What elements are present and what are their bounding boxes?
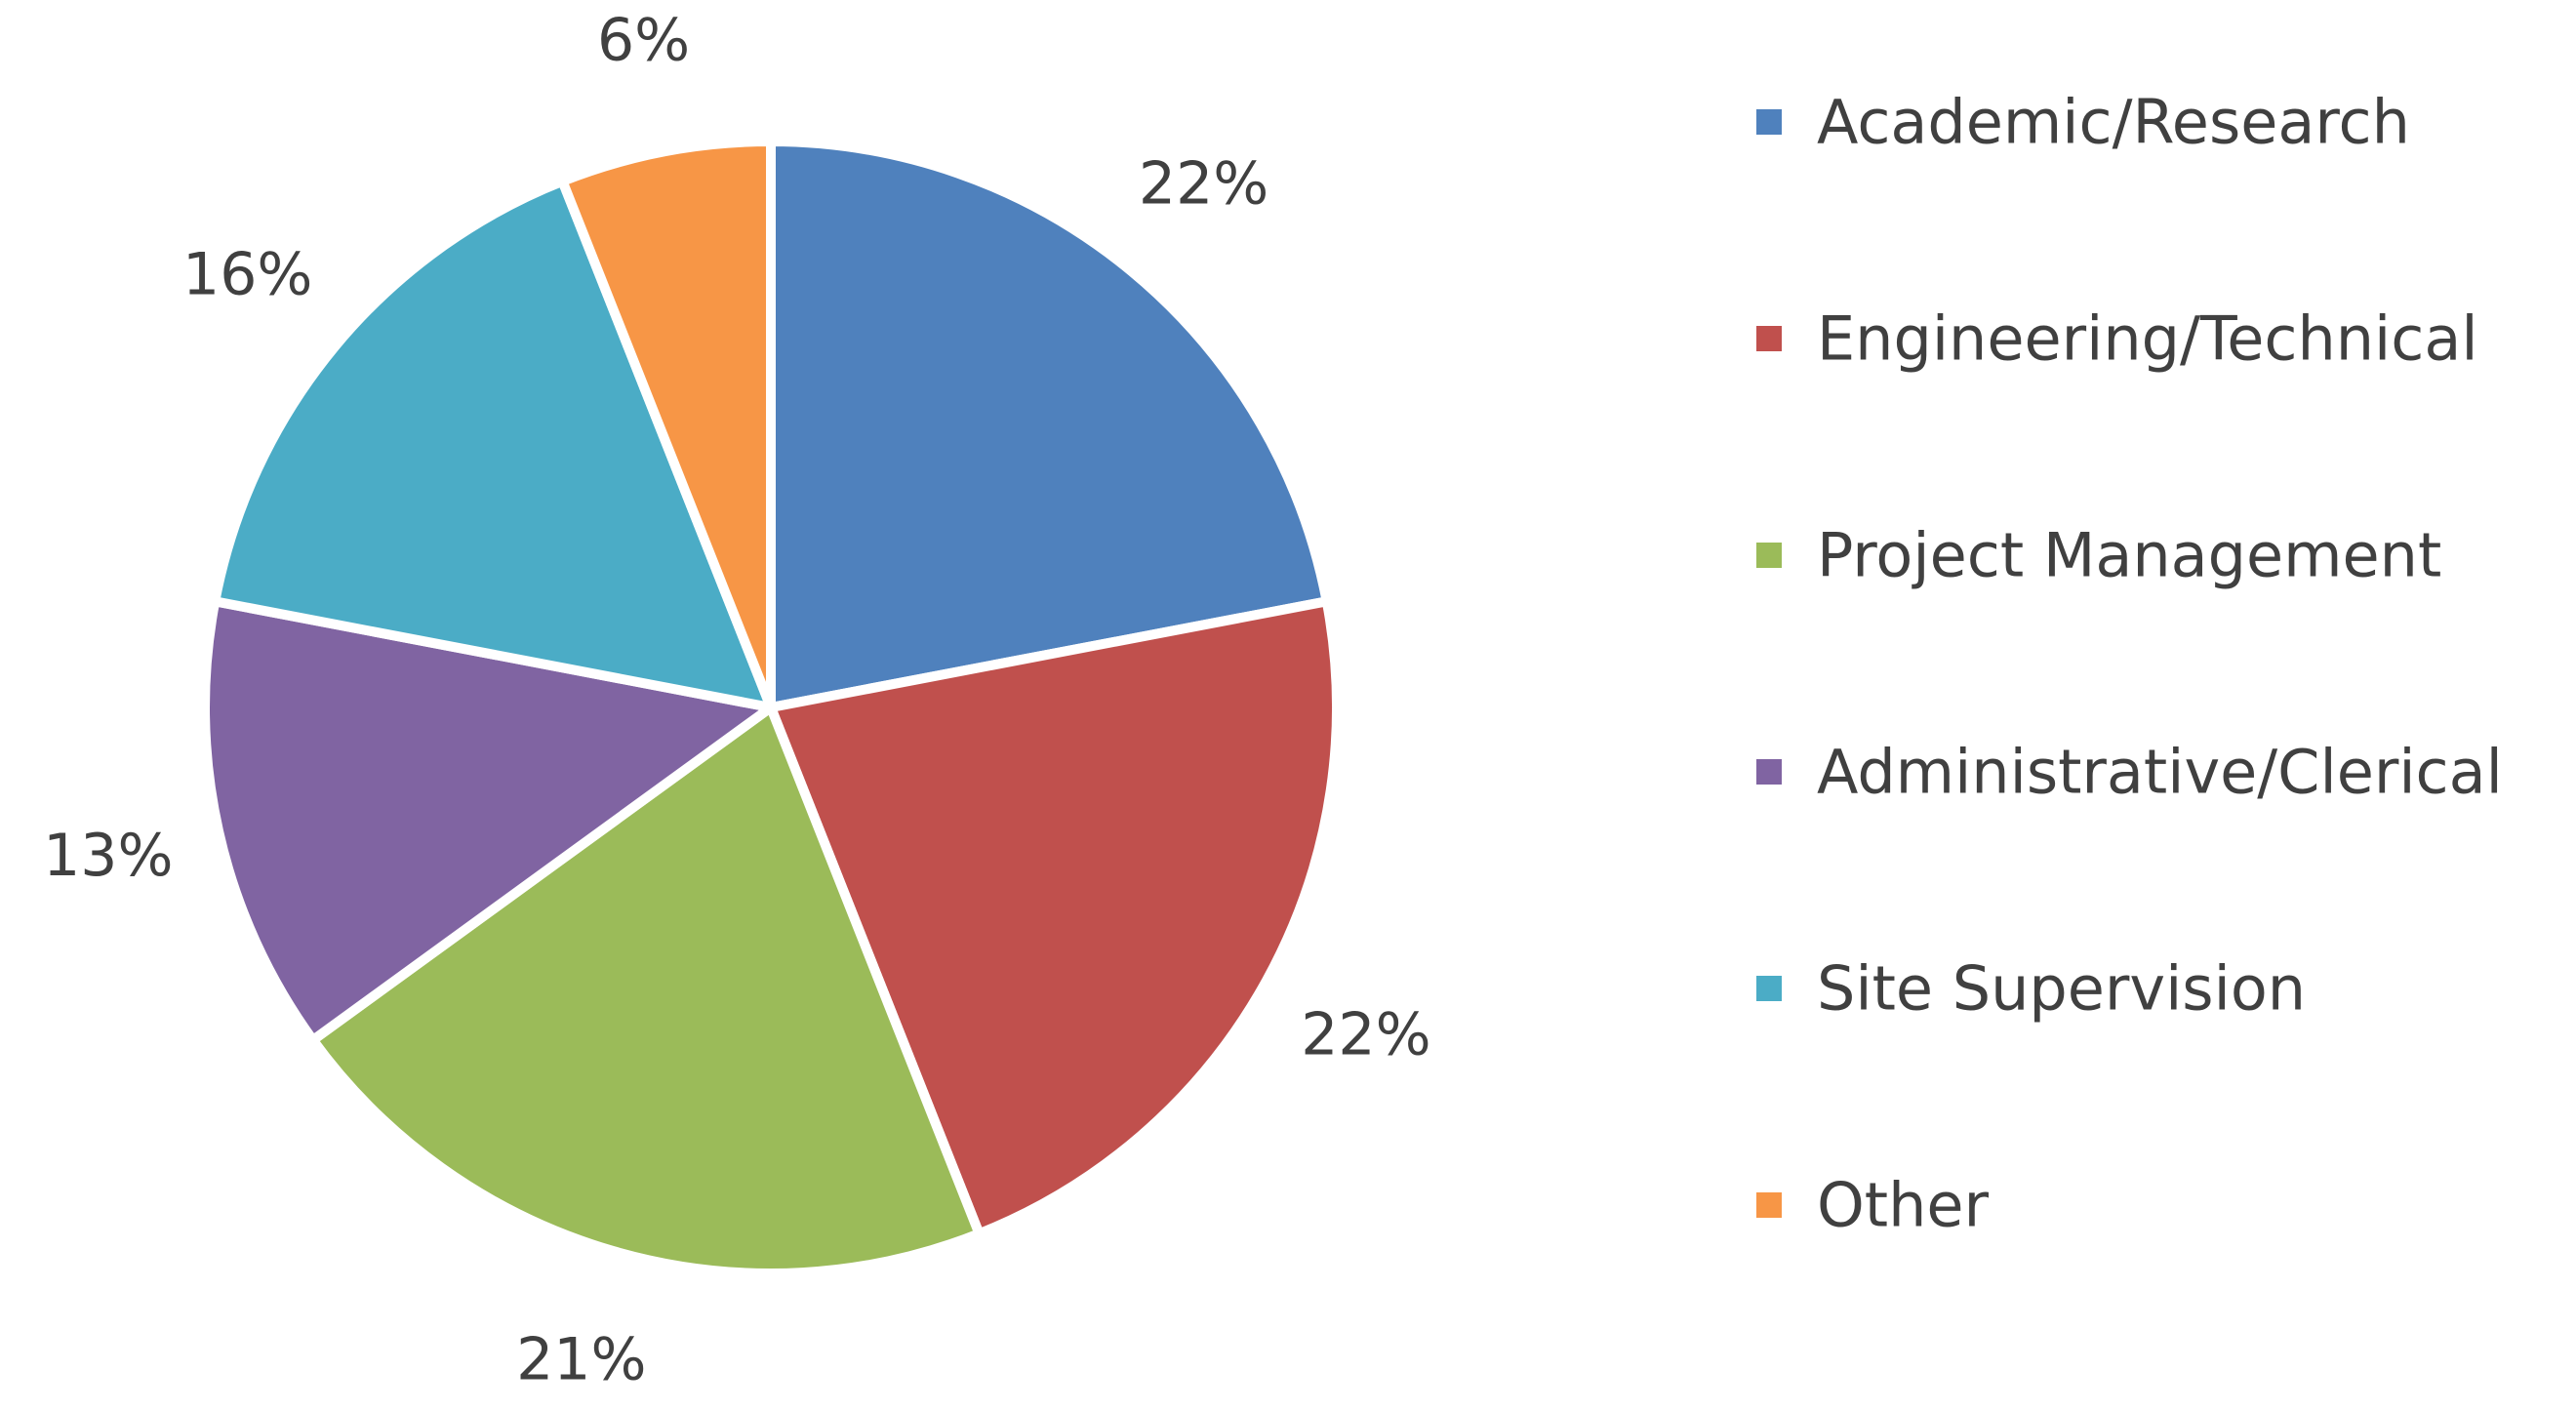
legend-label-administrative-clerical: Administrative/Clerical [1817,737,2503,808]
legend-label-academic-research: Academic/Research [1817,87,2410,158]
legend-swatch-other [1756,1192,1782,1218]
data-label-academic-research: 22% [1139,150,1268,219]
data-label-project-management: 21% [516,1325,646,1393]
legend-item-site-supervision: Site Supervision [1756,953,2306,1025]
legend-swatch-project-management [1756,543,1782,568]
pie-slice-engineering-technical [764,595,1342,1240]
legend-swatch-administrative-clerical [1756,759,1782,785]
pie-slice-project-management [305,700,986,1278]
data-label-administrative-clerical: 13% [43,822,173,890]
pie-data-labels: 22% 22% 21% 13% 16% 6% [43,6,1430,1393]
legend-swatch-academic-research [1756,109,1782,135]
legend-label-other: Other [1817,1170,1990,1241]
legend-item-engineering-technical: Engineering/Technical [1756,303,2478,375]
data-label-engineering-technical: 22% [1301,1000,1430,1068]
legend-label-engineering-technical: Engineering/Technical [1817,303,2478,375]
pie-slice-administrative-clerical [200,595,784,1047]
legend-item-academic-research: Academic/Research [1756,87,2410,158]
pie-slice-site-supervision [209,175,779,714]
legend: Academic/Research Engineering/Technical Pr… [1756,87,2503,1241]
legend-label-site-supervision: Site Supervision [1817,953,2306,1025]
pie-slice-other [556,136,776,709]
legend-item-project-management: Project Management [1756,520,2441,591]
legend-item-other: Other [1756,1170,1990,1241]
data-label-site-supervision: 16% [182,240,312,308]
pie-slices [200,136,1342,1278]
legend-item-administrative-clerical: Administrative/Clerical [1756,737,2503,808]
legend-swatch-engineering-technical [1756,326,1782,351]
pie-slice-academic-research [766,136,1333,714]
legend-label-project-management: Project Management [1817,520,2441,591]
legend-swatch-site-supervision [1756,976,1782,1001]
data-label-other: 6% [597,6,690,74]
